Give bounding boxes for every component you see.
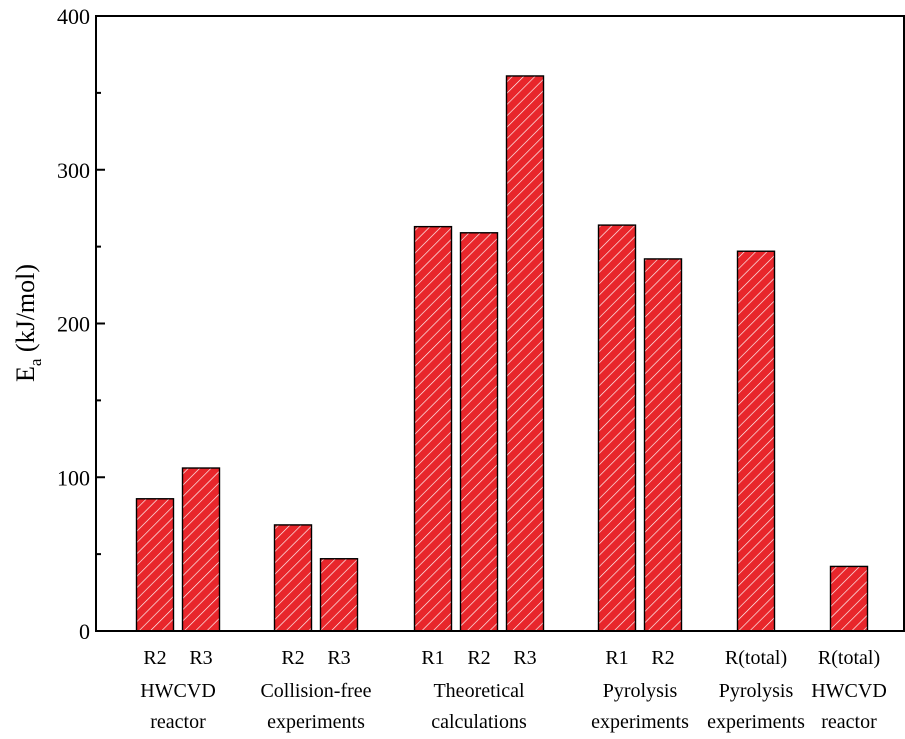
bars-layer [135,75,869,632]
group-label-line1: HWCVD [811,680,887,702]
bar-category-label: R1 [605,647,628,669]
group-label-line2: reactor [821,711,877,733]
bar [597,224,637,632]
bar [459,232,499,632]
bar [413,225,453,632]
group-label-line2: experiments [707,711,805,733]
bar [643,258,683,632]
group-label-line1: Collision-free [260,680,371,702]
bar-category-label: R3 [327,647,350,669]
bar-category-label: R2 [281,647,304,669]
x-axis: R2 R3 HWCVD reactor R2 R3 Collision-free experi… [140,647,887,733]
y-axis-label-main: E [11,366,40,382]
bar [736,250,776,632]
bar-category-label: R(total) [818,647,880,669]
group-label-line2: calculations [431,711,527,733]
bar [181,467,221,632]
group-label-line1: Pyrolysis [719,680,794,702]
y-tick-label: 0 [79,619,90,644]
y-tick-label: 200 [57,312,90,337]
bar-category-label: R2 [143,647,166,669]
y-axis: 0 100 200 300 400 [57,4,105,644]
bar [273,524,313,632]
bar-category-label: R2 [651,647,674,669]
group-label-line2: reactor [150,711,206,733]
group-label-line1: HWCVD [140,680,216,702]
group-label-line2: experiments [591,711,689,733]
bar-category-label: R3 [189,647,212,669]
y-tick-label: 100 [57,465,90,490]
bar-category-label: R3 [513,647,536,669]
y-tick-label: 300 [57,158,90,183]
bar-category-label: R2 [467,647,490,669]
bar [505,75,545,632]
y-tick-label: 400 [57,4,90,29]
y-axis-label-unit: (kJ/mol) [11,264,40,359]
group-label-line1: Theoretical [433,680,524,702]
bar-category-label: R1 [421,647,444,669]
group-label-line1: Pyrolysis [603,680,678,702]
group-label-line2: experiments [267,711,365,733]
bar [319,558,359,632]
y-axis-label-subscript: a [26,358,45,366]
y-axis-label: Ea (kJ/mol) [11,264,45,382]
bar-category-label: R(total) [725,647,787,669]
bar [829,565,869,632]
bar [135,498,175,632]
